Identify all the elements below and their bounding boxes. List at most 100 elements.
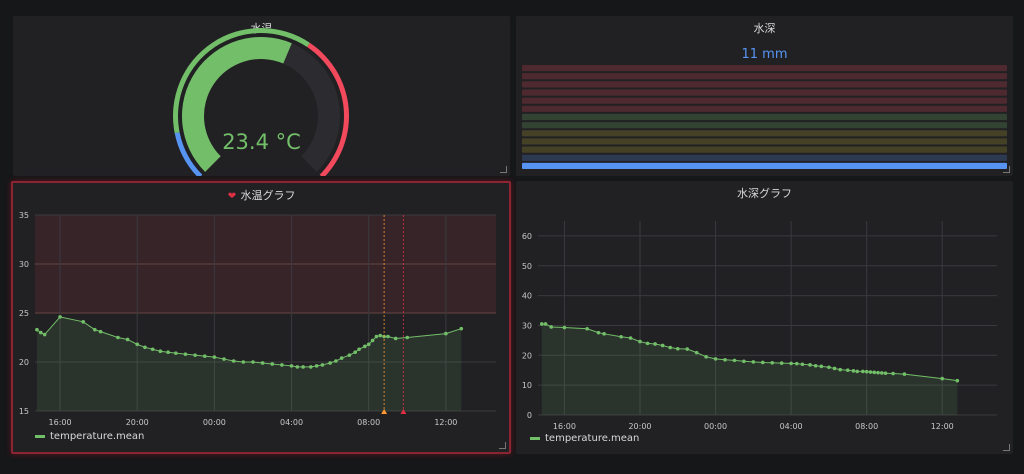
data-point [366, 342, 371, 347]
depth-graph-panel: 水深グラフ 0 10 20 30 40 50 60 16:00 20:00 00:00 04:00 0… [516, 181, 1013, 454]
data-point [668, 345, 673, 350]
data-point [549, 325, 554, 329]
data-point [789, 361, 793, 366]
resize-handle[interactable] [500, 166, 507, 173]
legend-item[interactable]: temperature.mean [530, 433, 639, 444]
resize-handle[interactable] [499, 442, 506, 449]
data-point [222, 357, 226, 361]
data-point [864, 369, 869, 374]
y-tick-label: 40 [522, 292, 532, 301]
data-point [800, 362, 805, 367]
data-point [539, 322, 544, 326]
depth-chart: 0 10 20 30 40 50 60 16:00 20:00 00:00 04:00 08:00 12… [522, 221, 997, 431]
panel-title[interactable]: 水深グラフ [737, 187, 792, 200]
data-point [158, 349, 163, 354]
data-point [628, 336, 633, 340]
data-point [98, 329, 103, 334]
data-point [876, 370, 880, 375]
data-point [393, 336, 398, 341]
data-point [861, 369, 865, 374]
legend-swatch [35, 435, 45, 438]
x-tick-label: 08:00 [855, 422, 878, 431]
bargauge-value: 11 mm [741, 47, 788, 62]
x-tick-label: 04:00 [780, 422, 803, 431]
y-tick-label: 10 [522, 381, 532, 390]
data-point [116, 335, 120, 340]
bar-band [522, 81, 1007, 88]
data-point [386, 334, 390, 339]
data-point [289, 364, 294, 368]
heart-icon: ❤ [227, 191, 237, 202]
data-point [150, 347, 155, 352]
annotation-marker [381, 409, 388, 414]
data-point [770, 360, 775, 365]
data-point [596, 330, 601, 335]
x-tick-label: 00:00 [203, 418, 226, 427]
y-tick-label: 30 [19, 260, 29, 269]
y-tick-label: 20 [19, 358, 29, 367]
data-point [378, 333, 383, 338]
data-point [838, 367, 843, 372]
data-point [732, 358, 737, 363]
gauge-value: 23.4 °C [222, 130, 301, 154]
series-area [36, 316, 462, 411]
bargauge [522, 65, 1007, 169]
series-area [541, 323, 958, 415]
data-point [374, 334, 379, 339]
x-tick-label: 16:00 [553, 422, 576, 431]
threshold-arc [307, 42, 349, 176]
y-tick-label: 50 [522, 262, 532, 271]
data-point [855, 369, 860, 374]
gauge-value-arc [182, 36, 292, 172]
data-point [353, 350, 357, 354]
bar-band [522, 73, 1007, 80]
x-tick-label: 00:00 [704, 422, 727, 431]
data-point [883, 371, 888, 376]
data-point [143, 345, 147, 350]
data-point [280, 363, 284, 367]
data-point [794, 361, 799, 366]
y-tick-label: 60 [522, 232, 532, 241]
x-tick-label: 08:00 [357, 418, 380, 427]
bar-band [522, 138, 1007, 145]
x-tick-label: 12:00 [931, 422, 954, 431]
y-tick-label: 15 [19, 407, 29, 416]
legend-swatch [530, 437, 540, 440]
bar-band [522, 130, 1007, 137]
legend-label: temperature.mean [545, 433, 640, 444]
data-point [704, 355, 708, 359]
y-tick-label: 25 [19, 309, 29, 318]
resize-handle[interactable] [1003, 444, 1010, 451]
data-point [868, 370, 873, 374]
data-point [819, 364, 824, 369]
y-tick-label: 30 [522, 321, 532, 330]
data-point [585, 326, 589, 331]
data-point [174, 351, 178, 355]
data-point [653, 342, 657, 346]
data-point [751, 360, 756, 364]
threshold-arc [174, 132, 203, 176]
data-point [562, 325, 567, 330]
bar-band [522, 113, 1007, 121]
legend-item[interactable]: temperature.mean [35, 431, 144, 442]
resize-handle[interactable] [1003, 166, 1010, 173]
panel-title[interactable]: ❤ 水温グラフ [13, 187, 509, 203]
data-point [166, 350, 170, 354]
data-point [694, 350, 699, 355]
data-point [309, 365, 313, 369]
data-point [363, 344, 367, 349]
data-point [845, 368, 850, 373]
data-point [891, 371, 895, 376]
panel-title[interactable]: 水深 [753, 22, 776, 35]
data-point [38, 330, 43, 335]
data-point [742, 359, 746, 364]
bar-band [522, 89, 1007, 96]
data-point [779, 361, 784, 365]
data-point [619, 335, 623, 339]
bar-band [522, 122, 1007, 129]
data-point [940, 376, 945, 381]
data-point [602, 332, 606, 336]
data-point [270, 362, 275, 366]
data-point [202, 354, 207, 358]
bar-band [522, 105, 1007, 112]
